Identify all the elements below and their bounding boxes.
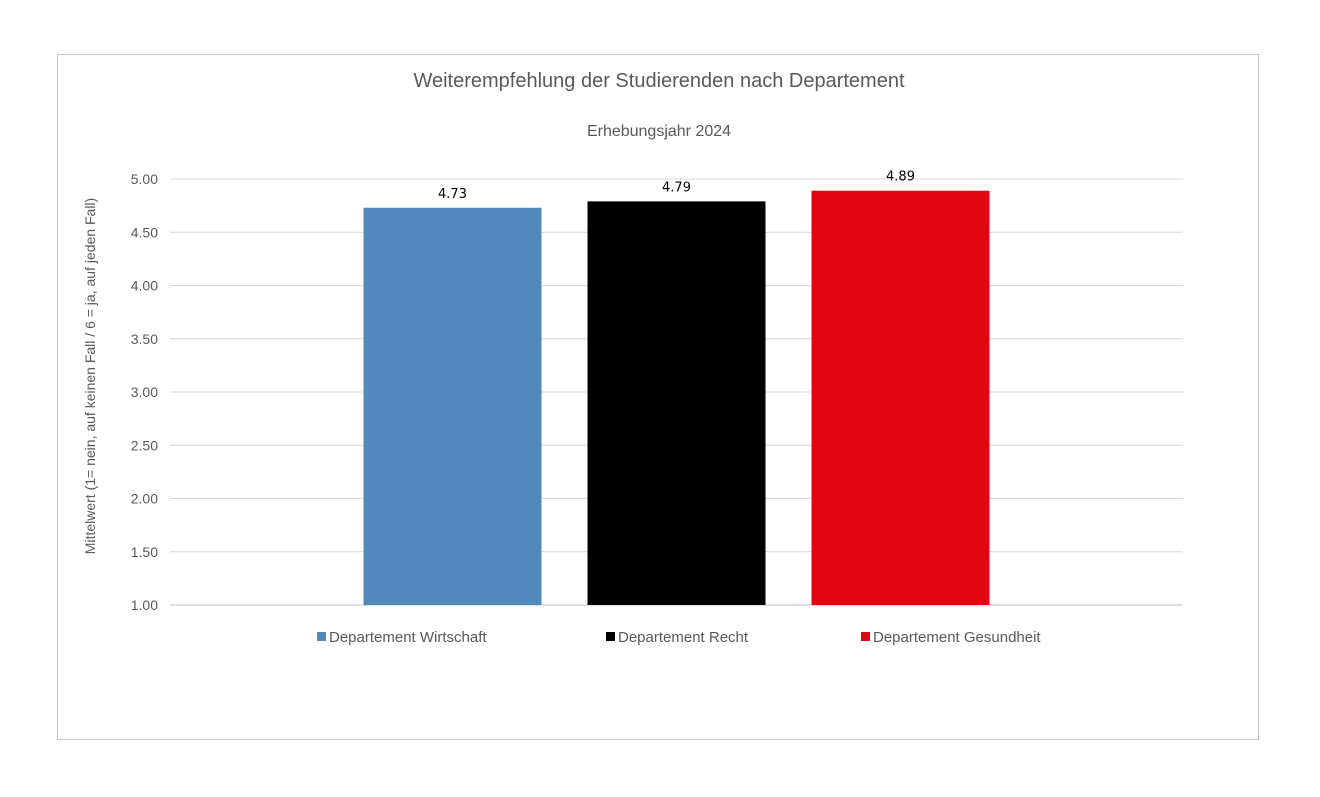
legend: Departement Wirtschaft Departement Recht D…	[317, 629, 1041, 646]
y-axis-label: Mittelwert (1= nein, auf keinen Fall / 6…	[82, 198, 98, 554]
y-tick-label: 1.50	[131, 544, 158, 560]
bar	[587, 201, 766, 606]
data-label: 4.73	[438, 187, 467, 202]
y-tick-label: 1.00	[131, 597, 158, 613]
bar	[811, 190, 990, 605]
legend-swatch	[861, 632, 870, 641]
legend-swatch	[606, 632, 615, 641]
y-tick-label: 2.00	[131, 491, 158, 507]
legend-entry: Departement Gesundheit	[873, 629, 1041, 646]
y-tick-label: 3.50	[131, 331, 158, 347]
legend-entry: Departement Wirtschaft	[329, 629, 487, 646]
legend-swatch	[317, 632, 326, 641]
y-tick-label: 4.50	[131, 224, 158, 240]
y-tick-label: 5.00	[131, 171, 158, 187]
data-label: 4.79	[662, 180, 691, 195]
bar	[363, 207, 542, 605]
y-tick-label: 2.50	[131, 437, 158, 453]
data-label: 4.89	[886, 170, 915, 185]
y-tick-label: 4.00	[131, 278, 158, 294]
y-tick-label: 3.00	[131, 384, 158, 400]
chart-title: Weiterempfehlung der Studierenden nach D…	[413, 70, 904, 92]
legend-entry: Departement Recht	[618, 629, 749, 646]
y-axis-ticks: 1.00 1.50 2.00 2.50 3.00 3.50 4.00 4.50 5.00	[131, 171, 158, 613]
chart-subtitle: Erhebungsjahr 2024	[587, 123, 731, 140]
data-labels: 4.73 4.79 4.89	[438, 170, 915, 202]
bars	[363, 190, 990, 606]
